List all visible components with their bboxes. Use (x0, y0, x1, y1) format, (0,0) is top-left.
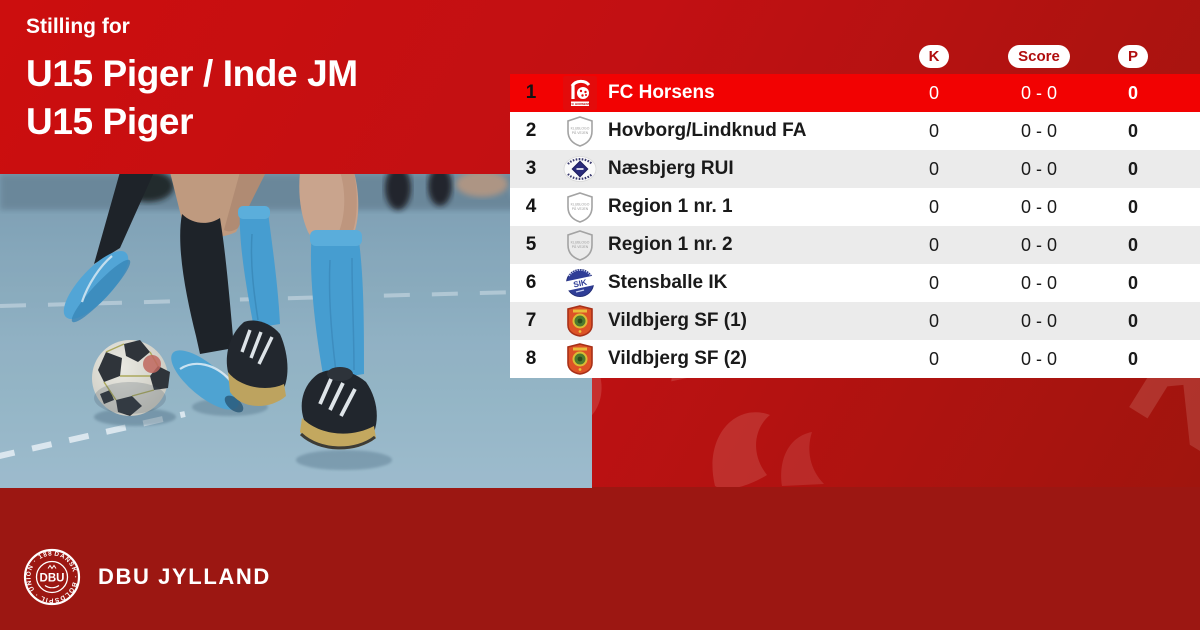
placeholder-text-line1: KLUBLOGO (571, 241, 590, 245)
score-value: 0 - 0 (1020, 120, 1058, 141)
position-cell: 2 (525, 120, 537, 141)
team-name: Region 1 nr. 1 (608, 196, 733, 217)
placeholder-shield-icon: KLUBLOGO PÅ VEJEN (567, 192, 593, 223)
team-name: Vildbjerg SF (1) (608, 310, 748, 331)
placeholder-text-line2: PÅ VEJEN (572, 130, 589, 135)
stensballe-text: SIK (573, 278, 588, 290)
team-name: Næsbjerg RUI (608, 158, 734, 179)
placeholder-shield-icon: KLUBLOGO PÅ VEJEN (567, 116, 593, 147)
p-value: 0 (1127, 272, 1138, 293)
placeholder-text-line1: KLUBLOGO (571, 127, 590, 131)
p-value: 0 (1127, 234, 1138, 255)
position-cell: 6 (525, 272, 537, 293)
position-cell: 5 (525, 234, 537, 255)
footer: DANSK · BOLDSPIL · UNION · 1889 · DBU DB… (23, 548, 271, 606)
table-row: 6 SIK Stensballe IK 0 0 - 0 0 (510, 264, 1200, 302)
score-value: 0 - 0 (1020, 82, 1058, 103)
table-row: 5 KLUBLOGO PÅ VEJEN Region 1 nr. 2 0 0 -… (510, 226, 1200, 264)
k-value: 0 (928, 310, 939, 331)
team-name: Hovborg/Lindknud FA (608, 120, 807, 141)
k-value: 0 (928, 120, 939, 141)
eyebrow-label: Stilling for (26, 15, 130, 38)
crest-center-text: DBU (40, 573, 65, 585)
k-value: 0 (928, 348, 939, 369)
team-logo-vildbjerg-sf-icon (567, 305, 593, 337)
column-header-score: Score (1008, 45, 1070, 68)
team-logo-fc-horsens-icon: FC HORSENS (563, 76, 597, 110)
team-logo-stensballe-ik-icon: SIK (565, 269, 595, 297)
p-value: 0 (1127, 120, 1138, 141)
futsal-photo (0, 174, 592, 488)
fc-horsens-banner-text: FC HORSENS (570, 102, 590, 106)
team-logo-naesbjerg-rui-icon (563, 156, 597, 182)
score-value: 0 - 0 (1020, 196, 1058, 217)
k-value: 0 (928, 82, 939, 103)
position-cell: 7 (525, 310, 537, 331)
k-value: 0 (928, 196, 939, 217)
score-value: 0 - 0 (1020, 348, 1058, 369)
team-name: Region 1 nr. 2 (608, 234, 733, 255)
table-row: 8 Vildbjerg SF (2) 0 0 - 0 0 (510, 340, 1200, 378)
placeholder-shield-icon: KLUBLOGO PÅ VEJEN (567, 230, 593, 261)
table-row: 4 KLUBLOGO PÅ VEJEN Region 1 nr. 1 0 0 -… (510, 188, 1200, 226)
k-value: 0 (928, 272, 939, 293)
k-value: 0 (928, 234, 939, 255)
placeholder-text-line2: PÅ VEJEN (572, 206, 589, 211)
table-header: K Score P (510, 45, 1200, 74)
p-value: 0 (1127, 82, 1138, 103)
p-value: 0 (1127, 310, 1138, 331)
page-title-line1: U15 Piger / Inde JM (26, 53, 358, 94)
p-value: 0 (1127, 348, 1138, 369)
position-cell: 8 (525, 348, 537, 369)
brand-name: DBU JYLLAND (98, 564, 271, 589)
score-value: 0 - 0 (1020, 234, 1058, 255)
team-logo-vildbjerg-sf-icon (567, 343, 593, 375)
p-value: 0 (1127, 196, 1138, 217)
futsal-photo-illustration (0, 174, 592, 488)
column-header-p: P (1117, 45, 1148, 68)
footer-band (0, 487, 1200, 630)
position-cell: 1 (525, 82, 537, 103)
team-name: FC Horsens (608, 82, 715, 103)
p-value: 0 (1127, 158, 1138, 179)
position-cell: 3 (525, 158, 537, 179)
hero-text-block: Stilling for U15 Piger / Inde JM U15 Pig… (26, 15, 358, 146)
team-name: Vildbjerg SF (2) (608, 348, 748, 369)
placeholder-text-line1: KLUBLOGO (571, 203, 590, 207)
score-value: 0 - 0 (1020, 272, 1058, 293)
table-row: 1 FC HORSENS FC Horsens 0 0 - 0 0 (510, 74, 1200, 112)
placeholder-text-line2: PÅ VEJEN (572, 244, 589, 249)
table-row: 2 KLUBLOGO PÅ VEJEN Hovborg/Lindknud FA … (510, 112, 1200, 150)
table-row: 7 Vildbjerg SF (1) 0 0 - 0 0 (510, 302, 1200, 340)
team-name: Stensballe IK (608, 272, 728, 293)
score-value: 0 - 0 (1020, 158, 1058, 179)
score-value: 0 - 0 (1020, 310, 1058, 331)
position-cell: 4 (525, 196, 537, 217)
column-header-k: K (918, 45, 950, 68)
table-row: 3 Næsbjerg RUI 0 0 - 0 0 (510, 150, 1200, 188)
dbu-crest-logo-icon: DANSK · BOLDSPIL · UNION · 1889 · DBU (23, 548, 81, 606)
page-title-line2: U15 Piger (26, 101, 194, 142)
k-value: 0 (928, 158, 939, 179)
standings-table: K Score P 1 FC HORSENS FC Horsens (510, 45, 1200, 378)
